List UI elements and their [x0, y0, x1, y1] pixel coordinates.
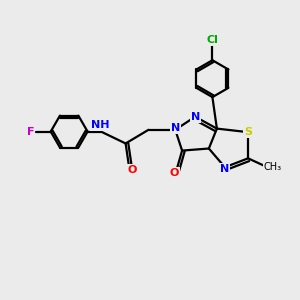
Text: O: O: [170, 168, 179, 178]
Text: NH: NH: [91, 120, 110, 130]
Text: N: N: [220, 164, 230, 174]
Text: F: F: [27, 127, 34, 136]
Text: N: N: [171, 123, 180, 133]
Text: Cl: Cl: [206, 35, 218, 45]
Text: O: O: [128, 165, 137, 175]
Text: S: S: [244, 127, 252, 137]
Text: CH₃: CH₃: [264, 162, 282, 172]
Text: N: N: [190, 112, 200, 122]
